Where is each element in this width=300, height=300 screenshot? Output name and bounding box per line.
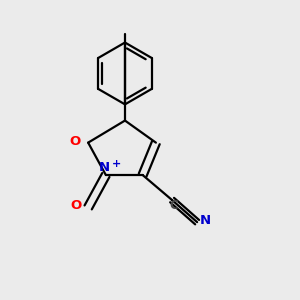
Text: O: O <box>71 200 82 212</box>
Text: N: N <box>99 161 110 174</box>
Text: N: N <box>200 214 211 227</box>
Text: C: C <box>169 199 178 212</box>
Text: O: O <box>69 135 80 148</box>
Text: +: + <box>112 159 121 169</box>
